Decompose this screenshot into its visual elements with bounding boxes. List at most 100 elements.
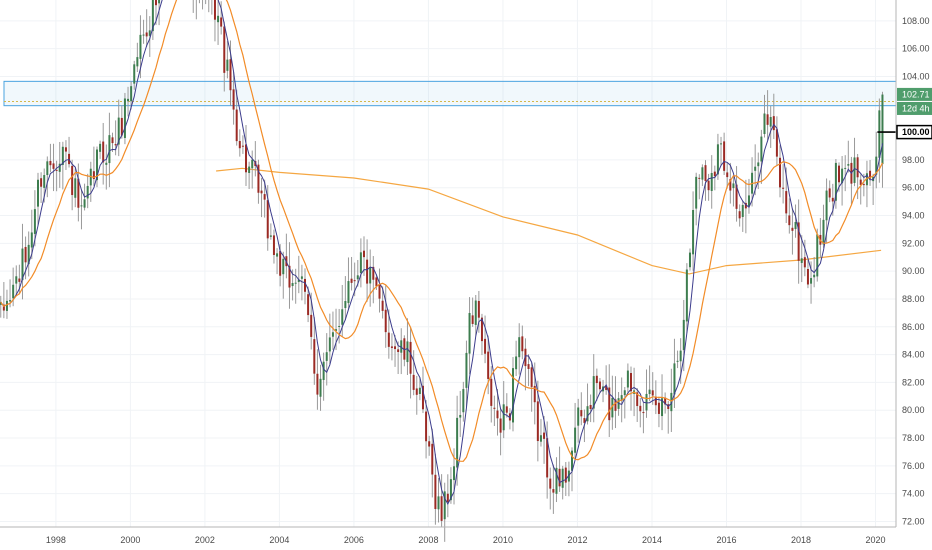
candle-up <box>810 278 813 284</box>
candle-down <box>310 314 313 337</box>
candle-up <box>586 406 589 422</box>
candle-up <box>611 397 614 418</box>
candle-up <box>769 117 772 127</box>
candle-down <box>595 375 598 384</box>
candle-down <box>598 381 601 390</box>
candle-down <box>397 349 400 353</box>
candle-up <box>518 337 521 358</box>
candle-down <box>440 496 443 521</box>
candle-down <box>480 317 483 342</box>
candle-up <box>825 190 828 221</box>
candle-up <box>80 205 83 207</box>
candle-up <box>0 301 2 305</box>
candle-up <box>741 204 744 217</box>
candle-up <box>878 110 881 158</box>
candle-up <box>226 59 229 71</box>
candle-up <box>37 179 40 207</box>
candle-down <box>220 17 223 27</box>
candle-up <box>46 161 49 176</box>
candle-down <box>549 478 552 489</box>
candle-up <box>43 175 46 188</box>
y-tick-label: 98.00 <box>902 155 925 165</box>
candle-down <box>530 367 533 387</box>
candle-down <box>52 163 55 169</box>
candle-up <box>328 337 331 352</box>
candle-up <box>453 466 456 481</box>
candle-down <box>636 392 639 407</box>
candle-down <box>64 147 67 152</box>
candle-down <box>213 0 216 20</box>
candle-up <box>105 162 108 165</box>
candle-up <box>136 57 139 67</box>
candle-up <box>99 143 102 152</box>
candle-down <box>403 338 406 360</box>
candle-down <box>546 438 549 478</box>
candle-down <box>664 397 667 405</box>
candle-down <box>428 441 431 447</box>
candle-down <box>629 373 632 392</box>
price-tag-label: 100.00 <box>902 127 930 137</box>
candle-up <box>623 390 626 396</box>
resistance-zone-rect[interactable] <box>3 80 897 107</box>
candle-up <box>716 144 719 175</box>
candle-down <box>415 388 418 395</box>
candle-up <box>30 232 33 248</box>
candle-down <box>859 179 862 185</box>
candle-up <box>139 34 142 59</box>
candle-up <box>620 395 623 401</box>
candle-down <box>154 0 157 6</box>
candle-down <box>92 171 95 180</box>
candle-up <box>158 0 161 4</box>
candle-down <box>381 300 384 311</box>
candle-down <box>260 190 263 194</box>
candle-down <box>446 493 449 502</box>
candle-down <box>384 309 387 333</box>
axes <box>0 0 897 528</box>
candle-down <box>797 222 800 261</box>
candle-up <box>574 427 577 453</box>
candle-up <box>325 352 328 361</box>
price-tag-box <box>897 101 932 115</box>
candle-up <box>626 370 629 388</box>
candle-up <box>844 167 847 169</box>
candle-up <box>816 234 819 277</box>
candle-up <box>369 267 372 284</box>
candle-up <box>881 94 884 165</box>
candle-up <box>282 258 285 275</box>
candle-down <box>484 338 487 354</box>
candle-up <box>356 275 359 280</box>
candle-up <box>515 356 518 370</box>
candle-up <box>847 164 850 166</box>
candle-up <box>685 269 688 322</box>
resistance-zone[interactable] <box>3 80 897 107</box>
candle-down <box>654 396 657 406</box>
candle-down <box>40 178 43 187</box>
candle-up <box>555 467 558 494</box>
y-tick-label: 96.00 <box>902 183 925 193</box>
y-tick-label: 94.00 <box>902 211 925 221</box>
candle-down <box>145 32 148 37</box>
candle-down <box>366 259 369 284</box>
candle-up <box>661 398 664 417</box>
candle-down <box>583 418 586 423</box>
candle-down <box>307 294 310 316</box>
candle-up <box>331 332 334 337</box>
candle-down <box>120 117 123 136</box>
candle-down <box>605 385 608 390</box>
candle-up <box>760 136 763 162</box>
candle-up <box>822 219 825 245</box>
candle-down <box>471 315 474 324</box>
candle-up <box>83 199 86 208</box>
candle-down <box>729 179 732 191</box>
candle-down <box>409 341 412 374</box>
price-tag-label: 12d 4h <box>902 103 930 113</box>
candle-up <box>841 168 844 184</box>
y-tick-label: 106.00 <box>902 44 930 54</box>
candle-up <box>400 340 403 353</box>
candle-down <box>533 385 536 403</box>
candle-up <box>33 209 36 234</box>
ma-medium-line <box>0 0 884 462</box>
candle-down <box>238 141 241 149</box>
